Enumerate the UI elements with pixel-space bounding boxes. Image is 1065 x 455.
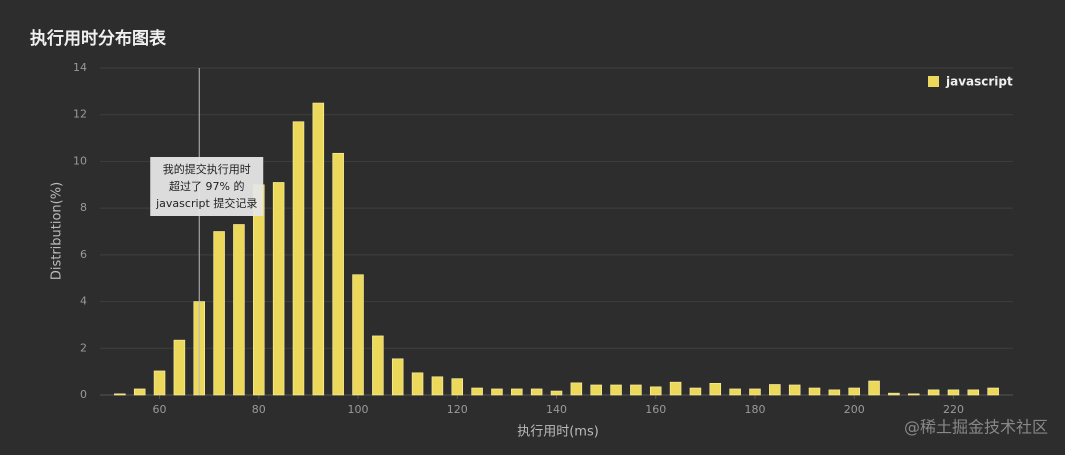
y-tick-label: 0 <box>80 388 87 401</box>
bar <box>590 384 602 396</box>
x-tick-label: 140 <box>546 403 567 416</box>
y-tick-label: 12 <box>73 108 87 121</box>
bar <box>411 372 424 396</box>
x-tick-label: 220 <box>943 403 964 416</box>
bar <box>828 389 841 396</box>
bar <box>788 384 801 396</box>
bar <box>173 339 186 396</box>
y-tick-label: 10 <box>73 154 87 167</box>
bar <box>888 392 900 396</box>
x-tick-label: 200 <box>844 403 865 416</box>
bar <box>372 335 384 396</box>
bar <box>471 387 483 396</box>
bar <box>689 387 702 396</box>
x-axis-label: 执行用时(ms) <box>517 425 599 440</box>
x-tick-label: 180 <box>744 403 765 416</box>
annotation-text: javascript 提交记录 <box>155 196 257 210</box>
x-tick-label: 100 <box>348 403 369 416</box>
bar <box>908 393 920 396</box>
watermark: @稀土掘金技术社区 <box>904 418 1048 437</box>
bar <box>153 370 166 396</box>
legend-label: javascript <box>945 75 1013 89</box>
x-tick-label: 80 <box>252 403 266 416</box>
annotation-text: 超过了 97% 的 <box>169 179 244 193</box>
bar <box>391 358 404 396</box>
bar <box>272 182 285 396</box>
bar <box>292 121 305 396</box>
bar <box>749 388 761 396</box>
bar <box>729 388 741 396</box>
bar <box>431 376 444 396</box>
y-tick-label: 6 <box>80 248 87 261</box>
y-tick-label: 4 <box>80 295 87 308</box>
bar <box>253 184 265 396</box>
bar <box>530 388 543 396</box>
bar <box>709 383 722 396</box>
bar <box>133 388 146 396</box>
chart-title: 执行用时分布图表 <box>30 28 167 49</box>
bar <box>352 274 364 396</box>
bar <box>114 393 126 396</box>
bar <box>550 390 563 396</box>
bar <box>213 231 225 396</box>
y-tick-label: 14 <box>73 61 87 74</box>
bar <box>967 389 980 396</box>
bar <box>987 387 999 396</box>
bar <box>927 389 940 396</box>
bar <box>332 152 344 396</box>
annotation-text: 我的提交执行用时 <box>163 162 251 176</box>
bar <box>610 384 622 396</box>
legend-swatch <box>928 76 939 87</box>
y-axis-label: Distribution(%) <box>50 182 65 280</box>
bar <box>511 388 523 396</box>
bar <box>233 224 245 396</box>
x-tick-label: 60 <box>153 403 167 416</box>
bar <box>808 387 821 396</box>
annotation-box <box>150 157 264 216</box>
bar <box>947 389 960 396</box>
y-tick-label: 2 <box>80 341 87 354</box>
bar <box>491 388 503 396</box>
bar <box>848 387 860 396</box>
bar <box>451 378 464 396</box>
bar <box>769 384 781 396</box>
bar <box>649 386 662 396</box>
x-tick-label: 160 <box>645 403 666 416</box>
bar <box>868 380 880 396</box>
bar <box>570 382 583 396</box>
bar <box>312 102 325 396</box>
bar <box>630 384 642 396</box>
y-tick-label: 8 <box>80 201 87 214</box>
bar <box>669 381 682 396</box>
x-tick-label: 120 <box>447 403 468 416</box>
